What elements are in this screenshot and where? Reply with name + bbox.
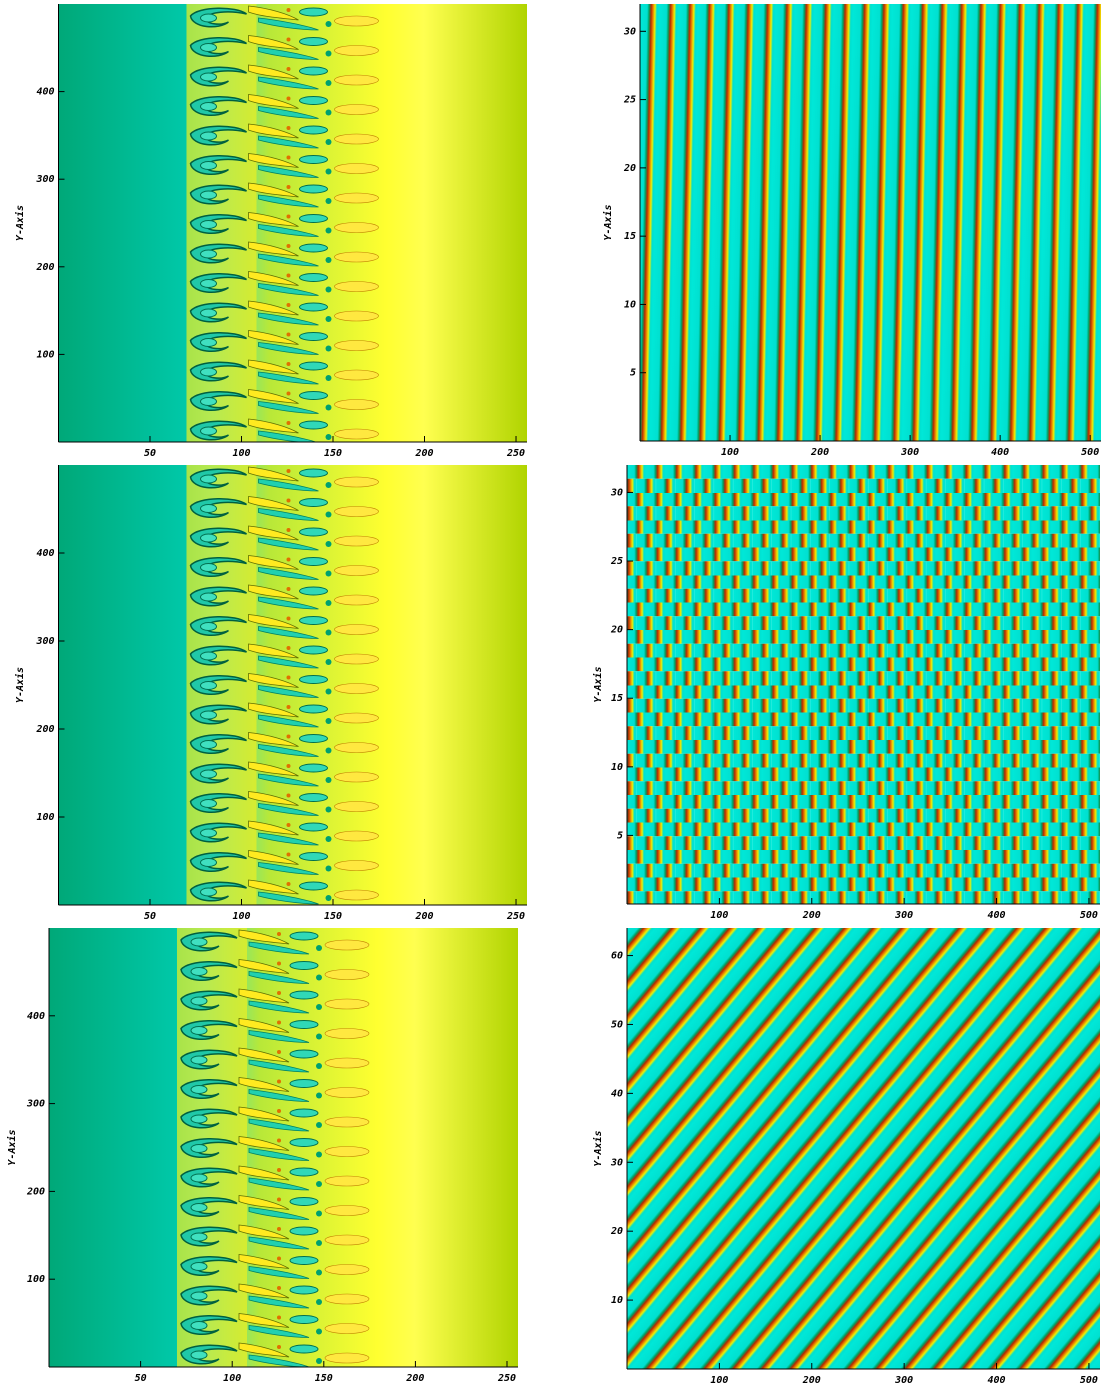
y-tick-label: 300 bbox=[35, 174, 54, 185]
y-tick-label: 200 bbox=[35, 724, 54, 735]
y-tick-label: 20 bbox=[610, 625, 623, 636]
x-tick-label: 150 bbox=[324, 448, 342, 459]
x-tick-label: 250 bbox=[506, 911, 525, 922]
y-tick-label: 30 bbox=[623, 26, 636, 37]
x-tick-label: 250 bbox=[506, 448, 525, 459]
x-tick-label: 400 bbox=[988, 1375, 1006, 1386]
y-axis-label: Y-Axis bbox=[592, 1130, 604, 1166]
x-tick-label: 200 bbox=[414, 911, 433, 922]
x-tick-label: 400 bbox=[991, 447, 1009, 458]
y-tick-label: 5 bbox=[617, 830, 623, 841]
x-tick-label: 50 bbox=[144, 448, 156, 459]
y-tick-label: 20 bbox=[610, 1226, 623, 1237]
x-tick-label: 300 bbox=[894, 910, 913, 921]
y-tick-label: 300 bbox=[26, 1099, 45, 1110]
y-tick-label: 10 bbox=[611, 762, 623, 773]
x-tick-label: 200 bbox=[802, 910, 821, 921]
y-tick-label: 400 bbox=[36, 548, 54, 559]
x-tick-label: 400 bbox=[988, 910, 1006, 921]
x-tick-label: 200 bbox=[405, 1373, 424, 1384]
y-tick-label: 100 bbox=[36, 349, 54, 360]
x-tick-label: 50 bbox=[144, 911, 156, 922]
x-tick-label: 100 bbox=[710, 910, 728, 921]
x-tick-label: 500 bbox=[1081, 447, 1099, 458]
y-tick-label: 400 bbox=[36, 87, 54, 98]
plot-area bbox=[640, 4, 1101, 441]
y-axis-label: Y-Axis bbox=[14, 667, 26, 703]
plot-area bbox=[58, 465, 527, 905]
x-tick-label: 150 bbox=[324, 911, 342, 922]
y-tick-label: 300 bbox=[35, 636, 54, 647]
y-tick-label: 60 bbox=[611, 951, 623, 962]
x-tick-label: 100 bbox=[232, 911, 250, 922]
plot-area bbox=[627, 465, 1100, 904]
y-tick-label: 30 bbox=[610, 487, 623, 498]
heatmap-image bbox=[627, 928, 1100, 1369]
y-tick-label: 25 bbox=[610, 556, 623, 567]
y-axis-label: Y-Axis bbox=[14, 205, 26, 241]
x-tick-label: 200 bbox=[414, 448, 433, 459]
y-axis-label: Y-Axis bbox=[602, 204, 614, 240]
y-tick-label: 10 bbox=[624, 299, 636, 310]
y-tick-label: 100 bbox=[27, 1274, 45, 1285]
x-tick-label: 100 bbox=[232, 448, 250, 459]
y-tick-label: 10 bbox=[611, 1295, 623, 1306]
x-tick-label: 100 bbox=[721, 447, 739, 458]
x-tick-label: 300 bbox=[894, 1375, 913, 1386]
y-tick-label: 15 bbox=[624, 231, 636, 242]
x-tick-label: 300 bbox=[900, 447, 919, 458]
heatmap-swirls bbox=[49, 928, 518, 1367]
y-axis-label: Y-Axis bbox=[6, 1129, 18, 1165]
y-tick-label: 25 bbox=[623, 95, 636, 106]
heatmap-image bbox=[627, 465, 1100, 904]
x-tick-label: 50 bbox=[135, 1373, 147, 1384]
plot-area bbox=[627, 928, 1100, 1369]
y-tick-label: 50 bbox=[611, 1019, 623, 1030]
y-tick-label: 30 bbox=[610, 1157, 623, 1168]
y-tick-label: 400 bbox=[27, 1011, 45, 1022]
y-tick-label: 40 bbox=[611, 1088, 623, 1099]
y-tick-label: 5 bbox=[630, 368, 636, 379]
x-tick-label: 500 bbox=[1080, 1375, 1098, 1386]
x-tick-label: 150 bbox=[315, 1373, 333, 1384]
y-tick-label: 20 bbox=[623, 163, 636, 174]
x-tick-label: 200 bbox=[802, 1375, 821, 1386]
heatmap-image bbox=[640, 4, 1101, 441]
heatmap-swirls bbox=[58, 465, 527, 905]
y-tick-label: 200 bbox=[26, 1186, 45, 1197]
x-tick-label: 200 bbox=[810, 447, 829, 458]
plot-area bbox=[49, 928, 518, 1367]
heatmap-swirls bbox=[58, 4, 527, 442]
x-tick-label: 250 bbox=[497, 1373, 516, 1384]
y-tick-label: 15 bbox=[611, 693, 623, 704]
x-tick-label: 100 bbox=[223, 1373, 241, 1384]
y-axis-label: Y-Axis bbox=[592, 666, 604, 702]
x-tick-label: 100 bbox=[710, 1375, 728, 1386]
x-tick-label: 500 bbox=[1080, 910, 1098, 921]
plot-area bbox=[58, 4, 527, 442]
y-tick-label: 100 bbox=[36, 812, 54, 823]
y-tick-label: 200 bbox=[35, 262, 54, 273]
